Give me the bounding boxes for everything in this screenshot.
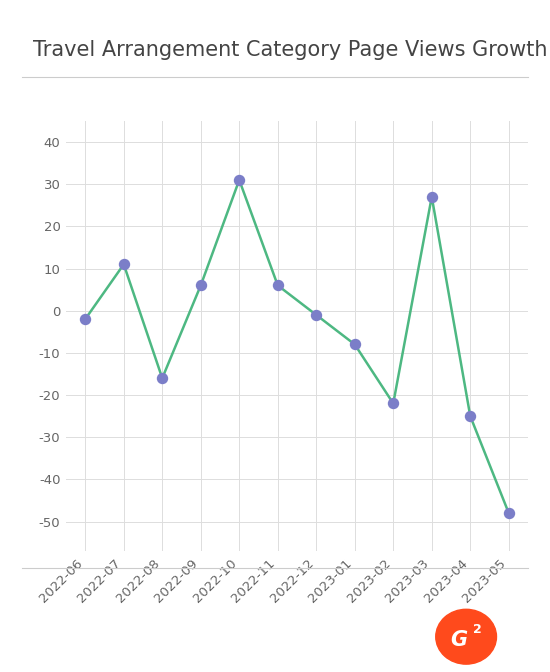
Text: G: G — [450, 630, 467, 650]
Circle shape — [436, 610, 497, 664]
Text: Travel Arrangement Category Page Views Growth Rate: Travel Arrangement Category Page Views G… — [33, 40, 550, 60]
Text: 2: 2 — [473, 624, 482, 636]
